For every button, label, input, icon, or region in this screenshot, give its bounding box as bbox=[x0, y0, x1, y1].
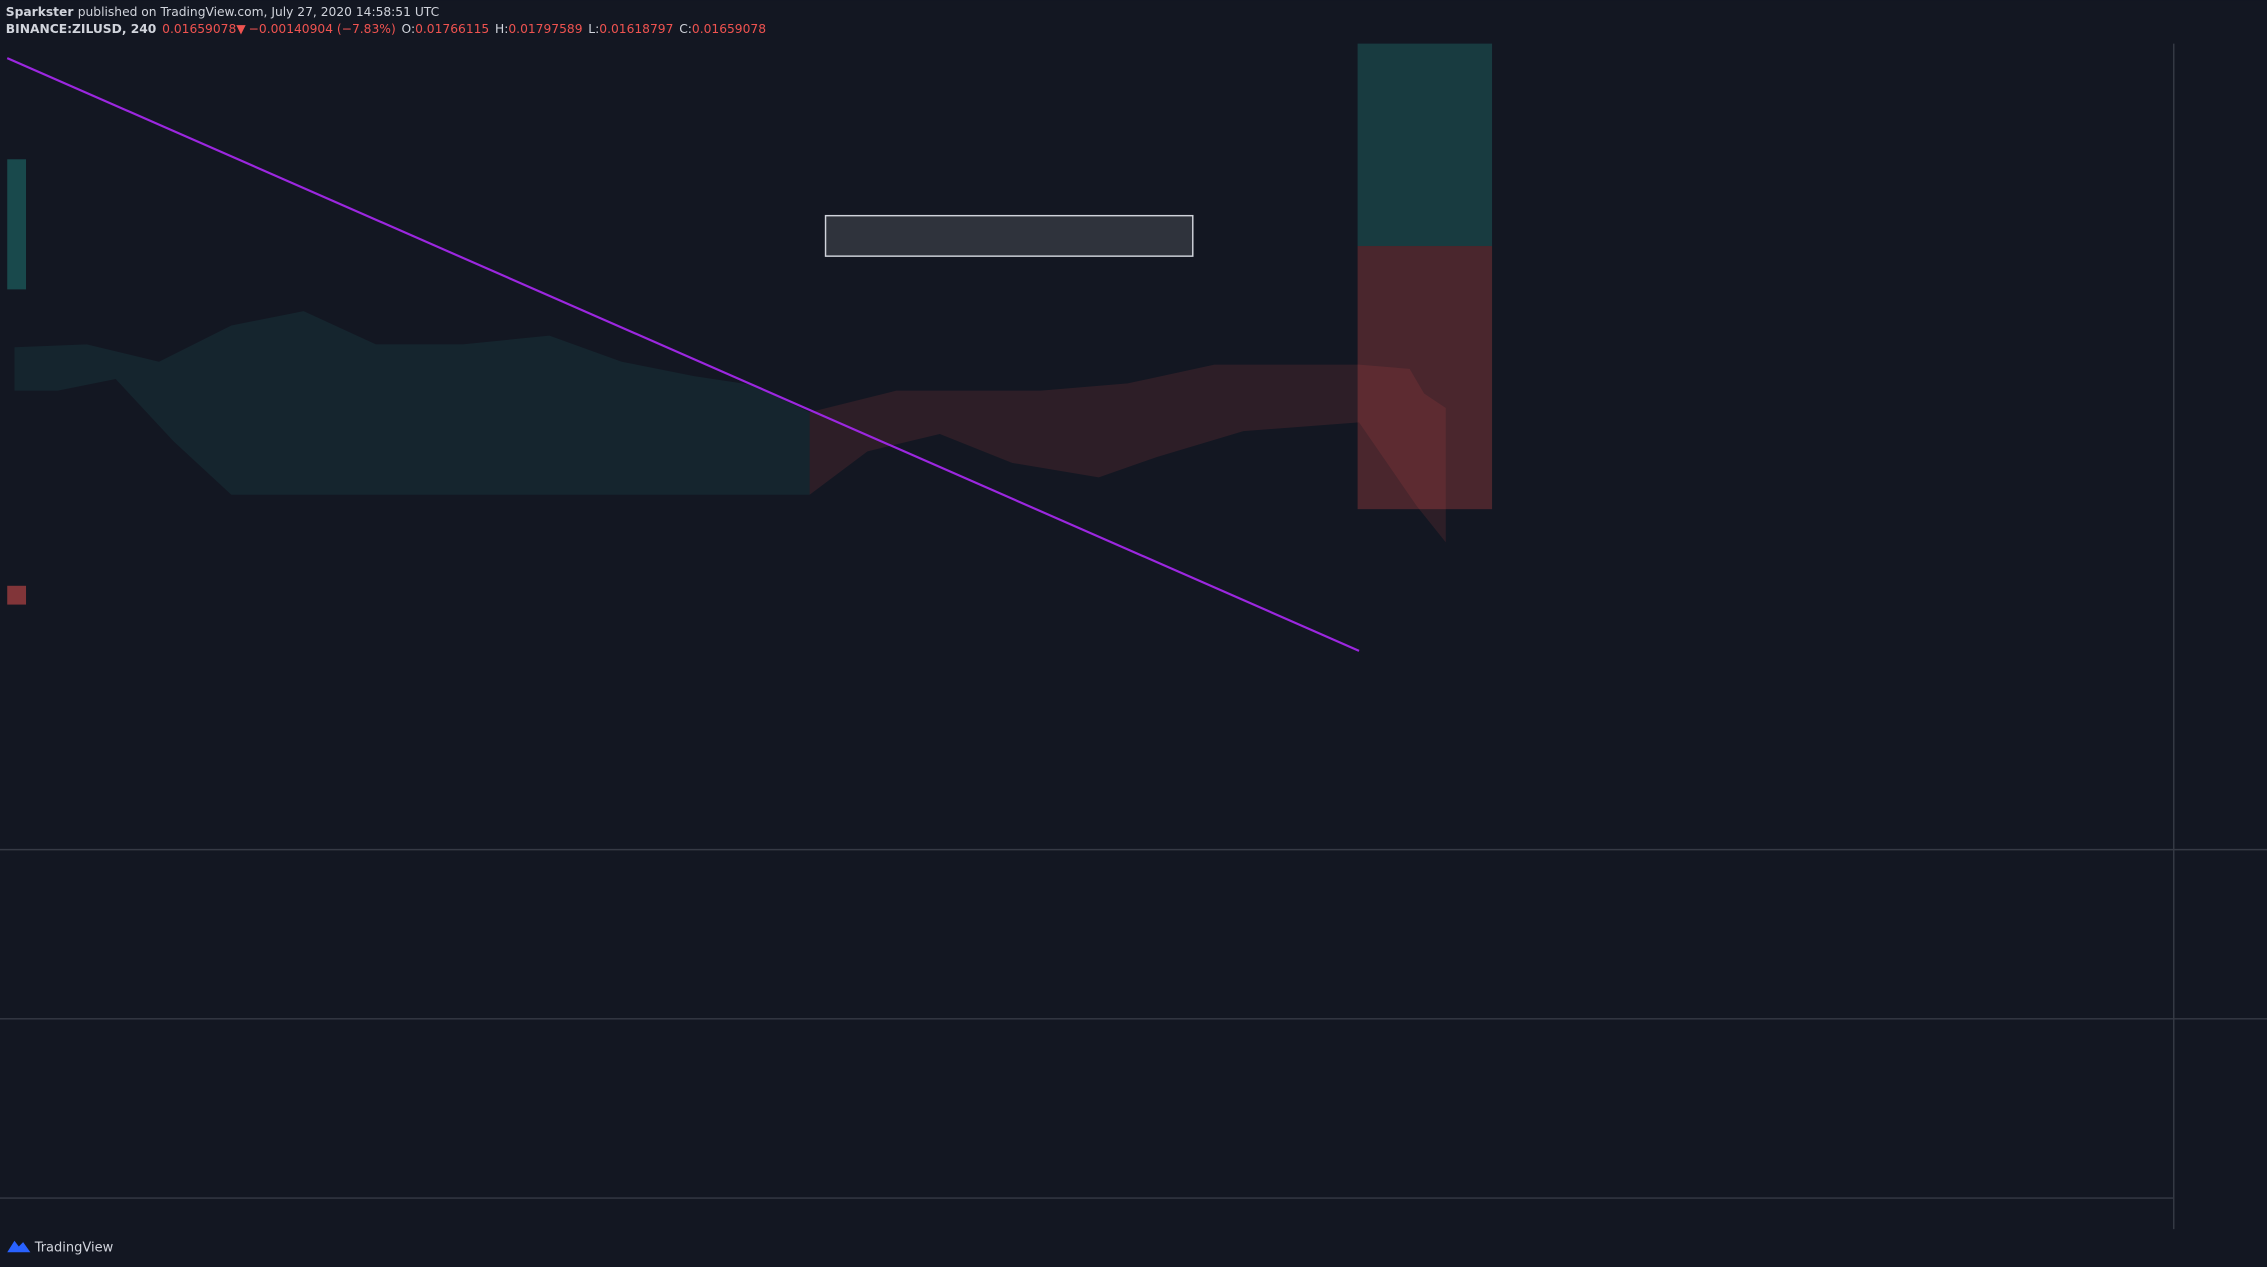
zone-marker bbox=[7, 585, 27, 605]
ohlc-key: L: bbox=[588, 22, 599, 36]
position-target bbox=[1357, 43, 1493, 247]
symbol: BINANCE:ZILUSD, 240 bbox=[6, 22, 157, 36]
ohlc-value: 0.01659078 bbox=[692, 22, 766, 36]
trend-line bbox=[6, 57, 1360, 652]
publish-info: published on TradingView.com, July 27, 2… bbox=[78, 4, 439, 18]
ichimoku-cloud-bull bbox=[14, 311, 810, 495]
ichimoku-cloud-bear bbox=[809, 364, 1446, 543]
ohlc-key: O: bbox=[402, 22, 416, 36]
rectangle-drawing bbox=[824, 214, 1194, 257]
ohlc-value: 0.01618797 bbox=[599, 22, 673, 36]
position-stop bbox=[1357, 246, 1493, 510]
last-price: 0.01659078 bbox=[162, 22, 236, 36]
change-arrow: ▼ bbox=[236, 22, 246, 36]
ohlc-value: 0.01766115 bbox=[415, 22, 489, 36]
author: Sparkster bbox=[6, 4, 75, 18]
ohlc-value: 0.01797589 bbox=[508, 22, 582, 36]
change: −0.00140904 (−7.83%) bbox=[249, 22, 396, 36]
zone-marker bbox=[7, 159, 27, 290]
symbol-line: BINANCE:ZILUSD, 240 0.01659078▼ −0.0014090… bbox=[6, 22, 766, 36]
ohlc-key: C: bbox=[679, 22, 692, 36]
logo-text: TradingView bbox=[34, 1240, 114, 1255]
logo-icon bbox=[7, 1240, 31, 1253]
publish-line: Sparkster published on TradingView.com, J… bbox=[6, 4, 439, 18]
ohlc-key: H: bbox=[495, 22, 508, 36]
